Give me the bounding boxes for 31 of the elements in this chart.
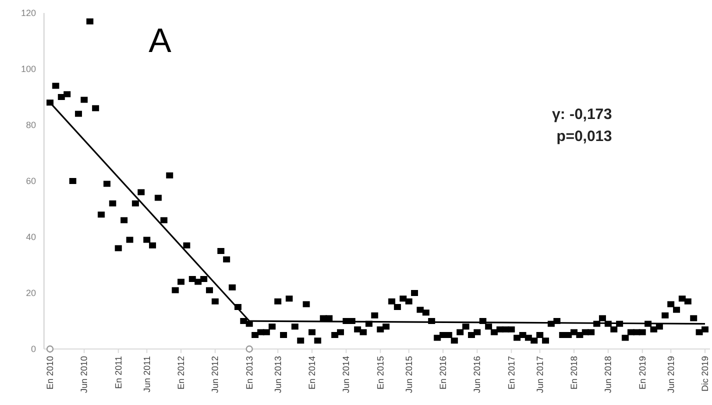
x-tick-label: En 2011 [113,356,124,389]
x-tick-label: Jun 2017 [534,356,545,394]
y-tick-label: 60 [26,176,36,186]
annotation: p=0,013 [556,128,612,145]
x-tick-label: En 2018 [569,356,579,390]
x-tick-label: Dic 2019 [700,356,710,392]
annotation: γ: -0,173 [552,106,612,123]
x-tick-label: Jun 2011 [142,356,152,392]
x-tick-label: Jun 2019 [666,356,676,394]
x-tick-label: En 2016 [438,356,448,390]
x-tick-label: Jun 2012 [210,356,220,394]
x-tick-label: Jun 2010 [79,356,90,394]
x-tick-label: Jun 2014 [341,356,352,394]
x-tick-label: En 2015 [375,356,386,390]
y-tick-label: 20 [26,288,36,298]
y-tick-label: 120 [20,8,36,18]
x-tick-label: En 2012 [176,356,186,390]
y-tick-label: 40 [26,232,36,242]
y-tick-label: 0 [30,344,36,354]
x-tick-label: En 2013 [244,356,254,390]
x-tick-label: Jun 2018 [603,356,614,394]
x-tick-label: En 2014 [307,356,317,390]
chart-title: A [148,22,172,60]
x-tick-label: En 2017 [506,356,516,390]
y-tick-label: 80 [26,120,36,130]
x-tick-label: Jun 2015 [404,356,414,394]
x-tick-label: Jun 2016 [472,356,482,394]
y-tick-label: 100 [20,64,36,74]
x-tick-label: En 2019 [637,356,648,390]
x-tick-label: Jun 2013 [272,356,283,394]
x-tick-label: En 2010 [45,356,55,390]
